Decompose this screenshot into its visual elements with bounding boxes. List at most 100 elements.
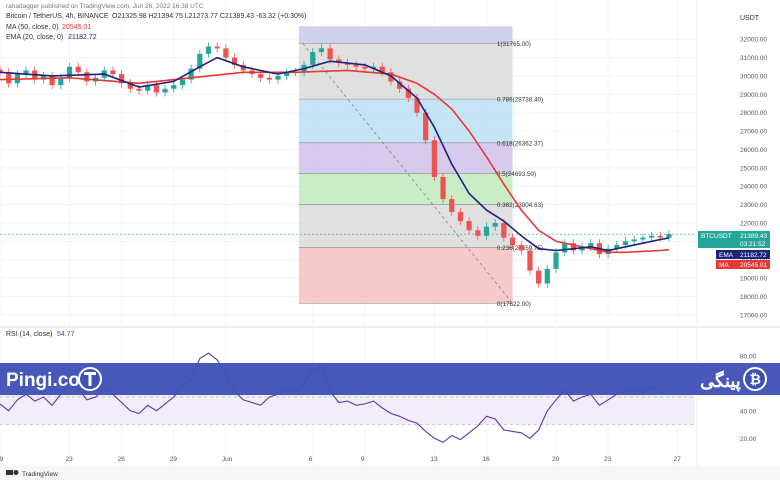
price-tick-label: 28000.00 bbox=[740, 110, 767, 117]
candle-body bbox=[666, 234, 672, 238]
candle-body bbox=[518, 244, 524, 251]
fib-level-label: 0(17622.00) bbox=[497, 301, 531, 308]
candle-body bbox=[223, 48, 229, 58]
candle-body bbox=[327, 48, 333, 60]
ma-50-line bbox=[0, 69, 669, 254]
price-tick-label: 18000.00 bbox=[740, 294, 767, 301]
candle-body bbox=[492, 222, 498, 227]
candle-body bbox=[483, 226, 490, 236]
time-tick-label: 26 bbox=[118, 456, 126, 463]
svg-text:₿: ₿ bbox=[750, 371, 761, 387]
last-price-value: 21389.43 bbox=[740, 233, 767, 240]
tradingview-logo-icon bbox=[6, 470, 19, 475]
candle-body bbox=[231, 57, 238, 65]
candle-body bbox=[536, 270, 542, 284]
ma-tag-label: MA bbox=[719, 262, 729, 269]
price-tick-label: 19000.00 bbox=[740, 276, 767, 283]
candle-body bbox=[431, 140, 437, 177]
candle-body bbox=[414, 97, 420, 113]
candle-body bbox=[49, 75, 55, 86]
candle-body bbox=[423, 112, 429, 141]
time-tick-label: 20 bbox=[552, 456, 560, 463]
fib-level-label: 0.786(28738.40) bbox=[497, 97, 543, 104]
price-tick-label: 29000.00 bbox=[740, 92, 767, 99]
fib-zone-0.5 bbox=[298, 173, 513, 205]
last-price-tag bbox=[698, 231, 770, 248]
ema-20-line bbox=[0, 56, 670, 252]
candle-body bbox=[475, 230, 481, 236]
price-tick-label: 17000.00 bbox=[740, 312, 767, 319]
candle-body bbox=[509, 237, 516, 245]
candle-body bbox=[336, 59, 342, 64]
ma-legend-value: 20545.01 bbox=[62, 24, 91, 31]
ma-tag-value: 20545.01 bbox=[740, 262, 767, 269]
time-tick-label: Jun bbox=[222, 456, 233, 463]
time-tick-label: 27 bbox=[674, 456, 682, 463]
candle-body bbox=[197, 53, 203, 69]
candle-body bbox=[275, 75, 281, 80]
candle-body bbox=[631, 239, 637, 242]
ema-price-tag bbox=[716, 250, 770, 259]
candle-body bbox=[640, 237, 646, 240]
fib-level-label: 0.5(24693.50) bbox=[497, 171, 536, 178]
candle-body bbox=[0, 69, 3, 73]
tether-icon bbox=[78, 367, 102, 391]
candle-body bbox=[284, 72, 290, 76]
ema-tag-label: EMA bbox=[719, 252, 734, 259]
candle-body bbox=[449, 199, 455, 212]
candle-body bbox=[405, 88, 411, 98]
candle-body bbox=[553, 252, 559, 269]
candle-body bbox=[136, 88, 142, 91]
last-price-symbol: BTCUSDT bbox=[701, 233, 732, 240]
fib-trend-line bbox=[302, 43, 513, 304]
candle-body bbox=[318, 48, 325, 53]
fib-zone-0.382 bbox=[298, 204, 513, 248]
rsi-tick-label: 40.00 bbox=[740, 408, 757, 415]
candle-body bbox=[379, 66, 385, 73]
candle-body bbox=[258, 74, 264, 78]
candle-body bbox=[501, 222, 507, 238]
rsi-legend-label: RSI (14, close) bbox=[6, 331, 52, 338]
candle-body bbox=[310, 52, 316, 65]
price-tick-label: 27000.00 bbox=[740, 129, 767, 136]
fib-level-label: 0.618(26362.37) bbox=[497, 140, 543, 147]
candle-body bbox=[127, 83, 133, 89]
symbol-line: Bitcoin / TetherUS, 4h, BINANCE bbox=[6, 13, 109, 20]
rsi-legend-value: 54.77 bbox=[57, 331, 75, 338]
candle-body bbox=[58, 77, 64, 86]
candle-body bbox=[66, 66, 73, 78]
candle-body bbox=[214, 46, 220, 49]
price-tick-label: 31000.00 bbox=[740, 55, 767, 62]
candle-body bbox=[75, 66, 81, 73]
fib-top-band bbox=[298, 26, 513, 44]
fib-zone-0.786 bbox=[298, 99, 513, 143]
candle-body bbox=[457, 211, 464, 222]
publisher-note: rahadagger published on TradingView.com,… bbox=[6, 3, 204, 10]
candle-body bbox=[397, 81, 403, 89]
candle-body bbox=[145, 85, 151, 91]
time-tick-label: 29 bbox=[170, 456, 178, 463]
candle-body bbox=[110, 70, 116, 75]
candle-body bbox=[544, 268, 550, 284]
ma-price-tag bbox=[716, 260, 770, 269]
time-tick-label: 19 bbox=[0, 456, 4, 463]
price-tick-label: 22000.00 bbox=[740, 220, 767, 227]
candle-body bbox=[527, 250, 533, 271]
candle-body bbox=[657, 235, 663, 238]
candle-body bbox=[440, 177, 446, 200]
price-tick-label: 24000.00 bbox=[740, 184, 767, 191]
fib-zone-0.618 bbox=[298, 142, 513, 174]
price-tick-label: 30000.00 bbox=[740, 73, 767, 80]
tradingview-brand: TradingView bbox=[22, 471, 58, 478]
candle-body bbox=[344, 63, 351, 65]
candle-body bbox=[188, 68, 194, 80]
price-tick-label: 26000.00 bbox=[740, 147, 767, 154]
candle-body bbox=[266, 77, 272, 80]
candle-body bbox=[153, 85, 159, 93]
pingi-logo-left: Pingi.co bbox=[6, 370, 80, 391]
candle-body bbox=[570, 243, 576, 251]
bitcoin-icon: ₿ bbox=[743, 367, 767, 391]
footer-bar bbox=[0, 466, 780, 480]
